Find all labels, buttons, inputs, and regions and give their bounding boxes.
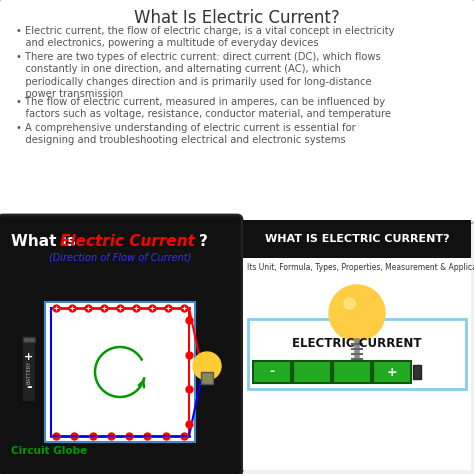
Text: ELECTRIC CURRENT: ELECTRIC CURRENT xyxy=(292,337,422,350)
Text: WHAT IS ELECTRIC CURRENT?: WHAT IS ELECTRIC CURRENT? xyxy=(264,234,449,244)
Bar xyxy=(248,319,466,389)
Text: +: + xyxy=(387,365,397,379)
Text: Its Unit, Formula, Types, Properties, Measurement & Application: Its Unit, Formula, Types, Properties, Me… xyxy=(247,263,474,272)
Text: Electric Current: Electric Current xyxy=(60,234,195,249)
Circle shape xyxy=(193,352,221,380)
Bar xyxy=(243,220,471,258)
Text: ?: ? xyxy=(199,234,208,249)
Bar xyxy=(293,361,331,383)
Bar xyxy=(373,361,411,383)
Text: (Direction of Flow of Current): (Direction of Flow of Current) xyxy=(49,252,191,262)
Bar xyxy=(413,365,421,379)
FancyBboxPatch shape xyxy=(0,215,242,474)
Text: Circuit Globe: Circuit Globe xyxy=(11,446,87,456)
Text: BATTERY: BATTERY xyxy=(27,360,31,383)
Bar xyxy=(201,372,213,384)
Text: -: - xyxy=(26,380,32,394)
Circle shape xyxy=(329,285,385,341)
Bar xyxy=(22,342,36,402)
Bar xyxy=(333,361,371,383)
Text: • There are two types of electric current: direct current (DC), which flows
   c: • There are two types of electric curren… xyxy=(16,52,381,99)
Text: • The flow of electric current, measured in amperes, can be influenced by
   fac: • The flow of electric current, measured… xyxy=(16,97,391,119)
Bar xyxy=(253,361,291,383)
FancyBboxPatch shape xyxy=(0,0,474,224)
Text: • A comprehensive understanding of electric current is essential for
   designin: • A comprehensive understanding of elect… xyxy=(16,123,356,146)
Text: What is: What is xyxy=(11,234,81,249)
Bar xyxy=(23,337,35,342)
Bar xyxy=(243,220,471,470)
Text: +: + xyxy=(24,352,34,362)
Text: -: - xyxy=(269,365,274,379)
Text: What Is Electric Current?: What Is Electric Current? xyxy=(134,9,340,27)
Bar xyxy=(45,302,195,442)
Text: • Electric current, the flow of electric charge, is a vital concept in electrici: • Electric current, the flow of electric… xyxy=(16,26,394,48)
